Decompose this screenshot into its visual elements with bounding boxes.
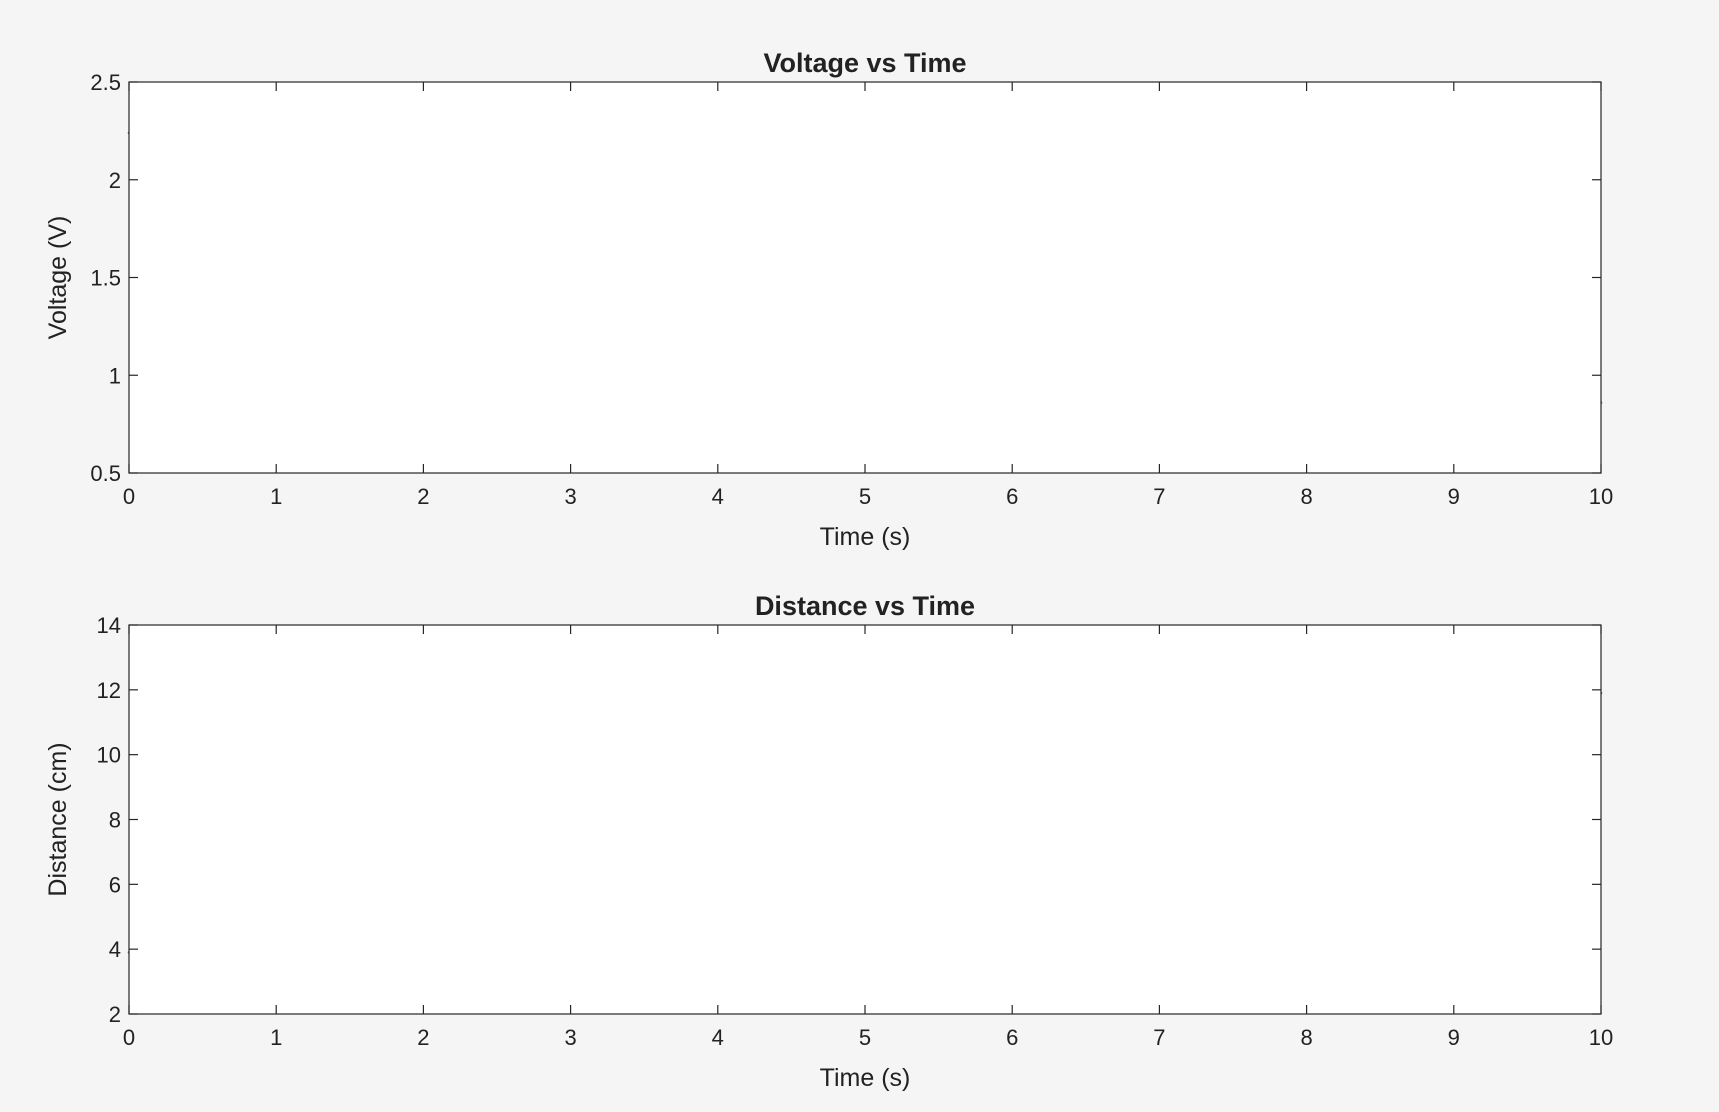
distance-axes-box <box>128 624 1602 1015</box>
distance-x-tick-label: 0 <box>123 1025 135 1050</box>
distance-y-tick-label: 6 <box>109 872 121 897</box>
distance-x-tick-label: 10 <box>1589 1025 1613 1050</box>
voltage-x-tick-label: 10 <box>1589 484 1613 509</box>
distance-y-axis-label: Distance (cm) <box>44 742 72 896</box>
distance-x-tick-label: 7 <box>1153 1025 1165 1050</box>
distance-y-tick-label: 2 <box>109 1002 121 1027</box>
voltage-x-tick-label: 4 <box>712 484 724 509</box>
voltage-y-tick-label: 1.5 <box>90 266 121 291</box>
voltage-x-tick-label: 1 <box>270 484 282 509</box>
voltage-x-tick-label: 6 <box>1006 484 1018 509</box>
voltage-x-tick-label: 0 <box>123 484 135 509</box>
voltage-y-tick-label: 2.5 <box>90 70 121 95</box>
distance-chart-title: Distance vs Time <box>755 591 975 621</box>
distance-y-tick-label: 4 <box>109 937 121 962</box>
voltage-y-tick-label: 2 <box>109 168 121 193</box>
voltage-x-tick-label: 8 <box>1300 484 1312 509</box>
distance-x-tick-label: 8 <box>1300 1025 1312 1050</box>
voltage-axes-box <box>128 81 1602 474</box>
distance-y-tick-label: 12 <box>97 678 121 703</box>
distance-y-tick-label: 10 <box>97 743 121 768</box>
distance-x-tick-label: 4 <box>712 1025 724 1050</box>
voltage-x-axis-label: Time (s) <box>820 523 911 551</box>
voltage-x-tick-label: 5 <box>859 484 871 509</box>
distance-x-tick-label: 2 <box>417 1025 429 1050</box>
distance-x-tick-label: 5 <box>859 1025 871 1050</box>
voltage-y-tick-label: 1 <box>109 363 121 388</box>
distance-x-tick-label: 9 <box>1448 1025 1460 1050</box>
distance-x-tick-label: 3 <box>564 1025 576 1050</box>
distance-y-tick-label: 14 <box>97 613 121 638</box>
voltage-x-tick-label: 9 <box>1448 484 1460 509</box>
voltage-chart: 0 1 2 3 4 5 6 7 8 9 10 0.5 1 1.5 2 2.5 Voltage vs Time Ti… <box>44 48 1613 551</box>
distance-x-tick-label: 6 <box>1006 1025 1018 1050</box>
distance-x-axis-label: Time (s) <box>820 1064 911 1092</box>
voltage-y-tick-label: 0.5 <box>90 461 121 486</box>
voltage-y-axis-label: Voltage (V) <box>44 216 72 340</box>
voltage-x-tick-label: 7 <box>1153 484 1165 509</box>
distance-x-tick-label: 1 <box>270 1025 282 1050</box>
distance-y-tick-label: 8 <box>109 808 121 833</box>
voltage-chart-title: Voltage vs Time <box>763 48 966 78</box>
voltage-x-tick-label: 2 <box>417 484 429 509</box>
voltage-x-tick-label: 3 <box>564 484 576 509</box>
